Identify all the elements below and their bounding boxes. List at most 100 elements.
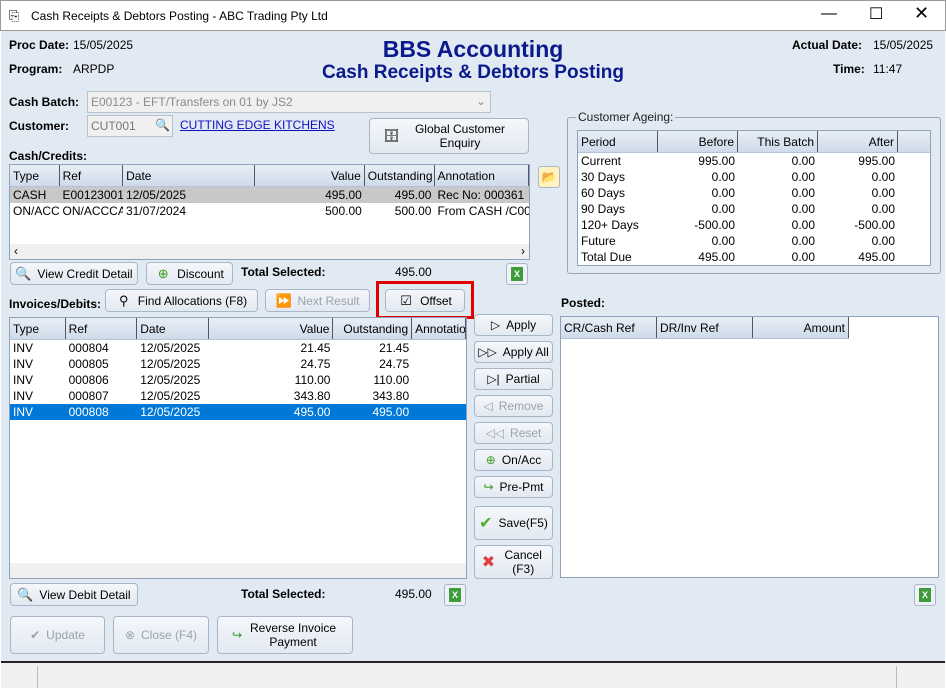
cash-batch-select[interactable]: E00123 - EFT/Transfers on 01 by JS2 ⌄ [87,91,491,113]
column-header[interactable]: CR/Cash Ref [561,317,657,338]
table-row[interactable]: 90 Days 0.00 0.00 0.00 [578,201,930,217]
table-row[interactable]: Current 995.00 0.00 995.00 [578,153,930,169]
redo-arrow-icon: ↪ [483,480,494,494]
save-button[interactable]: ✔ Save(F5) [474,506,553,540]
column-header[interactable]: Outstanding [333,318,413,339]
table-cell: 24.75 [379,357,410,371]
time: 11:47 [873,62,903,76]
table-cell: 24.75 [300,357,331,371]
column-header[interactable]: Value [255,165,365,186]
plus-circle-icon: ⊕ [157,265,169,281]
table-row[interactable]: INV 000805 12/05/2025 24.75 24.75 [10,356,466,372]
cancel-button[interactable]: ✖ Cancel (F3) [474,545,553,579]
minimize-button[interactable]: — [821,5,837,22]
search-icon[interactable]: 🔍 [155,118,170,132]
on-acc-button[interactable]: ⊕ On/Acc [474,449,553,471]
column-header[interactable]: Annotation [412,318,467,339]
proc-date: 15/05/2025 [73,38,134,52]
credits-total-label: Total Selected: [241,265,326,279]
next-result-button[interactable]: ⏩ Next Result [265,289,370,312]
column-header[interactable]: Date [123,165,255,186]
view-debit-detail-button[interactable]: 🔍 View Debit Detail [10,583,138,606]
check-icon: ✔ [30,628,41,642]
table-row[interactable]: INV 000808 12/05/2025 495.00 495.00 [10,404,466,420]
pre-pmt-button[interactable]: ↪ Pre-Pmt [474,476,553,498]
customer-code-field[interactable]: CUT001 🔍 [87,115,173,137]
table-cell: 12/05/2025 [140,341,201,355]
reset-button[interactable]: ◁◁ Reset [474,422,553,444]
table-row[interactable]: 30 Days 0.00 0.00 0.00 [578,169,930,185]
column-header[interactable]: Annotation [435,165,529,186]
global-customer-enquiry-button[interactable]: 🗄 Global Customer Enquiry [369,118,529,154]
table-cell: 495.00 [698,250,735,264]
posted-grid[interactable]: CR/Cash Ref DR/Inv Ref Amount [560,316,939,578]
find-allocations-button[interactable]: ⚲ Find Allocations (F8) [105,289,258,312]
magnifier-icon: 🔍 [17,586,34,602]
export-excel-icon[interactable]: X [444,584,466,606]
table-cell: 60 Days [581,186,626,200]
table-cell: 0.00 [711,170,735,184]
table-row[interactable]: INV 000804 12/05/2025 21.45 21.45 [10,340,466,356]
apply-all-button[interactable]: ▷▷ Apply All [474,341,553,363]
maximize-button[interactable]: ☐ [869,6,884,23]
table-cell: 12/05/2025 [140,357,201,371]
table-row[interactable]: Total Due 495.00 0.00 495.00 [578,249,930,265]
cash-credits-grid[interactable]: Type Ref Date Value Outstanding Annotation CA… [9,164,530,260]
column-header[interactable]: Date [137,318,209,339]
table-cell: 0.00 [791,218,815,232]
table-row[interactable]: CASH E00123001 12/05/2025 495.00 495.00 Rec N… [10,187,529,203]
table-row[interactable]: Future 0.00 0.00 0.00 [578,233,930,249]
apply-button[interactable]: ▷ Apply [474,314,553,336]
table-cell: From CASH /C000400 [437,204,529,218]
folder-add-icon[interactable]: 📂 [538,166,560,188]
table-cell: INV [13,405,34,419]
column-header[interactable]: Outstanding [365,165,435,186]
column-header[interactable]: Type [10,165,60,186]
close-button[interactable]: ✕ [914,3,930,23]
horizontal-scrollbar[interactable]: ‹ › [10,244,529,259]
partial-button[interactable]: ▷| Partial [474,368,553,390]
column-header[interactable]: Amount [753,317,849,338]
table-cell: 0.00 [711,202,735,216]
horizontal-scrollbar[interactable] [10,563,466,578]
table-row[interactable]: INV 000806 12/05/2025 110.00 110.00 [10,372,466,388]
table-cell: 110.00 [294,373,331,387]
remove-button[interactable]: ◁ Remove [474,395,553,417]
actual-date: 15/05/2025 [873,38,934,52]
discount-button[interactable]: ⊕ Discount [146,262,233,285]
column-header[interactable]: This Batch [738,131,818,152]
export-excel-icon[interactable]: X [914,584,936,606]
table-row[interactable]: 60 Days 0.00 0.00 0.00 [578,185,930,201]
ageing-grid: Period Before This Batch After Current 995.0… [577,130,931,266]
view-credit-detail-button[interactable]: 🔍 View Credit Detail [10,262,138,285]
status-panel [37,666,897,688]
update-button[interactable]: ✔ Update [10,616,105,654]
table-cell: 495.00 [325,188,362,202]
offset-button[interactable]: ☑ Offset [385,289,465,312]
customer-name-link[interactable]: CUTTING EDGE KITCHENS [180,118,335,132]
column-header[interactable]: Ref [60,165,124,186]
column-header[interactable]: Value [209,318,334,339]
close-button-footer[interactable]: ⊗ Close (F4) [113,616,209,654]
table-cell: 12/05/2025 [125,188,187,202]
table-cell: 0.00 [791,154,815,168]
table-row[interactable]: INV 000807 12/05/2025 343.80 343.80 [10,388,466,404]
table-cell: -500.00 [854,218,895,232]
column-header[interactable]: DR/Inv Ref [657,317,753,338]
reverse-invoice-payment-button[interactable]: ↪ Reverse Invoice Payment [217,616,353,654]
column-header[interactable]: Before [658,131,738,152]
table-cell: 0.00 [791,186,815,200]
column-header[interactable]: Period [578,131,658,152]
column-header[interactable]: After [818,131,898,152]
app-icon: ⎘ [9,8,20,23]
column-header[interactable]: Type [10,318,66,339]
customer-label: Customer: [9,119,70,133]
export-excel-icon[interactable]: X [506,263,528,285]
table-cell: 000806 [68,373,109,387]
table-row[interactable]: 120+ Days -500.00 0.00 -500.00 [578,217,930,233]
program-label: Program: [9,62,63,76]
column-header[interactable]: Ref [66,318,138,339]
table-cell [412,356,466,372]
